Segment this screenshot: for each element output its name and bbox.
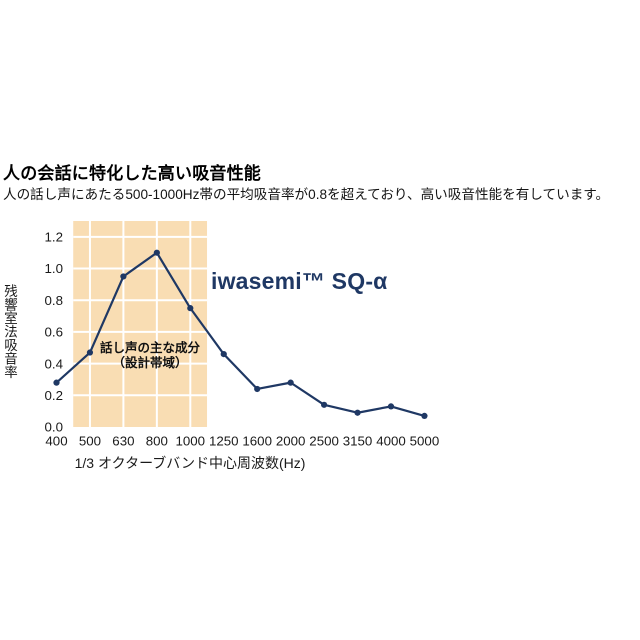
data-point bbox=[354, 409, 361, 416]
x-tick-label: 800 bbox=[146, 434, 168, 449]
x-tick-label: 3150 bbox=[343, 434, 373, 449]
data-point bbox=[287, 379, 294, 386]
design-band-highlight bbox=[73, 221, 208, 427]
data-point bbox=[86, 349, 94, 356]
y-tick-label: 0.0 bbox=[45, 420, 64, 435]
x-tick-label: 1600 bbox=[242, 434, 272, 449]
band-label-line2: （設計帯域） bbox=[112, 356, 188, 370]
data-point bbox=[321, 401, 328, 408]
band-label: 話し声の主な成分 （設計帯域） bbox=[74, 341, 226, 371]
y-tick-label: 0.8 bbox=[45, 293, 64, 308]
data-point bbox=[187, 305, 194, 312]
x-tick-label: 4000 bbox=[376, 434, 406, 449]
y-tick-label: 1.2 bbox=[45, 230, 64, 245]
band-label-line1: 話し声の主な成分 bbox=[99, 341, 200, 355]
x-tick-label: 1250 bbox=[209, 434, 239, 449]
data-point bbox=[153, 249, 160, 256]
data-point bbox=[53, 379, 60, 386]
x-tick-label: 500 bbox=[79, 434, 101, 449]
x-tick-label: 5000 bbox=[410, 434, 440, 449]
data-point bbox=[220, 351, 227, 358]
y-tick-label: 0.4 bbox=[45, 356, 64, 371]
x-tick-label: 2500 bbox=[309, 434, 339, 449]
x-axis-title: 1/3 オクターブバンド中心周波数(Hz) bbox=[74, 455, 306, 471]
data-point bbox=[387, 403, 395, 410]
data-point bbox=[421, 412, 428, 420]
chart-plot-area: 400 500 630 800 1000 1250 1600 2000 2500 3150 4000… bbox=[45, 221, 440, 449]
data-point bbox=[120, 273, 127, 280]
x-tick-label: 1000 bbox=[176, 434, 206, 449]
series-line bbox=[55, 251, 425, 417]
x-tick-label: 2000 bbox=[276, 434, 306, 449]
x-tick-label: 630 bbox=[112, 434, 134, 449]
data-point bbox=[254, 385, 261, 393]
page-subtitle: 人の話し声にあたる500-1000Hz帯の平均吸音率が0.8を超えており、高い吸… bbox=[3, 187, 610, 202]
x-tick-label: 400 bbox=[45, 434, 67, 449]
y-tick-label: 0.6 bbox=[45, 325, 64, 340]
y-tick-label: 0.2 bbox=[45, 388, 64, 403]
y-axis-title: 残響室法吸音率 bbox=[2, 284, 17, 379]
y-tick-label: 1.0 bbox=[45, 261, 64, 276]
series-legend: iwasemi™ SQ-α bbox=[211, 268, 388, 294]
page-title: 人の会話に特化した高い吸音性能 bbox=[3, 164, 261, 183]
